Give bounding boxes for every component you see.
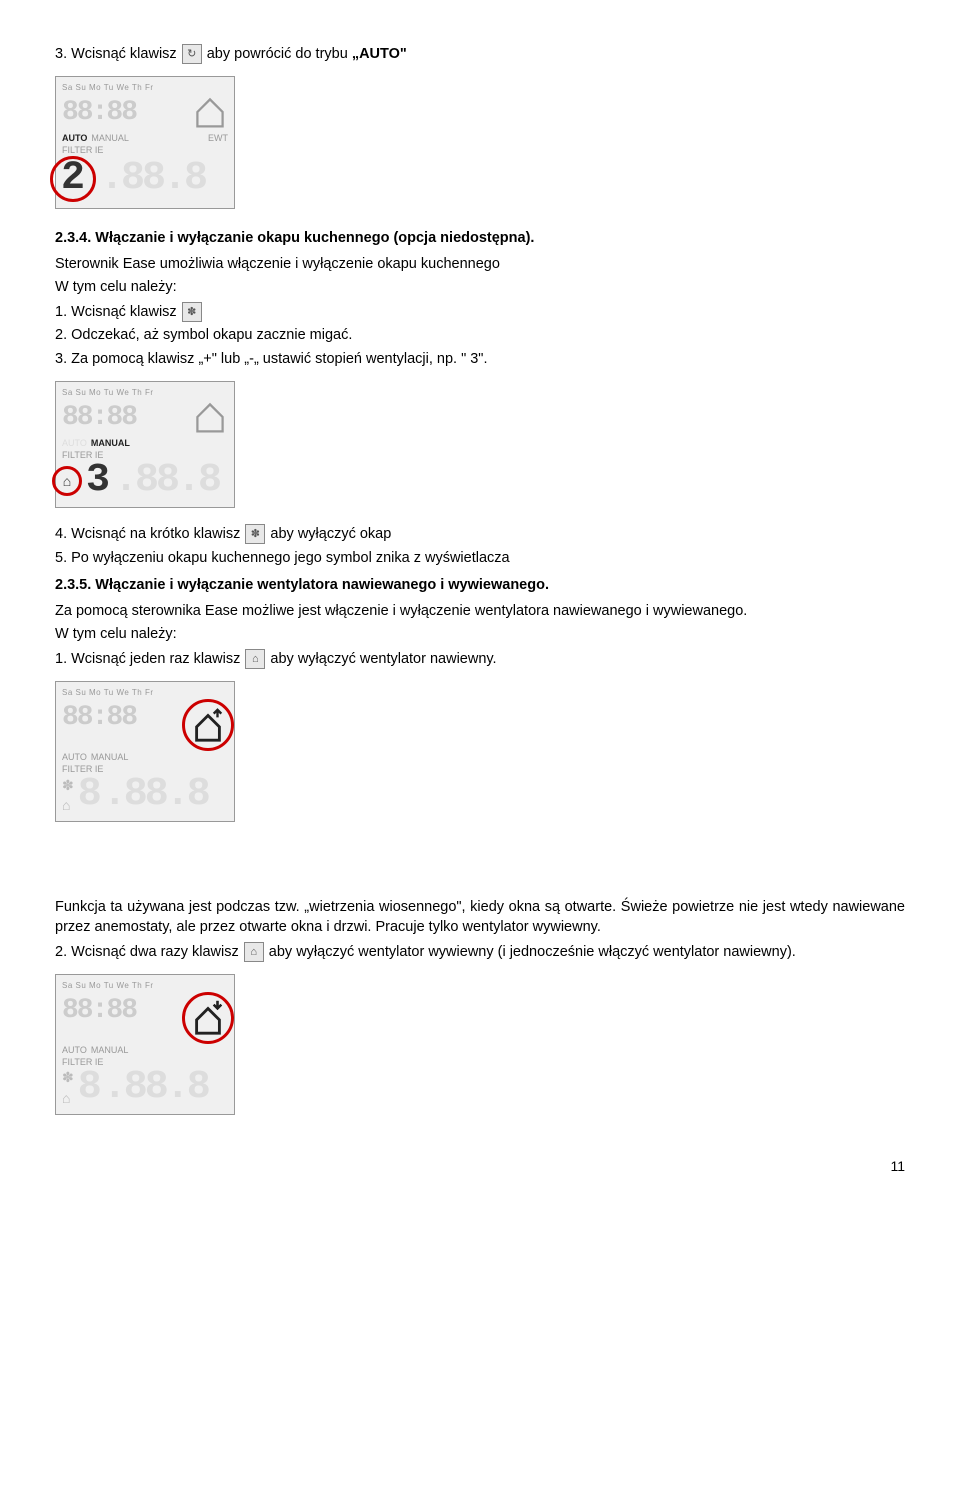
refresh-icon: ↻ <box>182 44 202 64</box>
p234-step-4: 4. Wcisnąć na krótko klawisz ✽ aby wyłąc… <box>55 524 905 544</box>
lcd-panel-4: Sa Su Mo Tu We Th Fr 88:88 AUTO MANUAL F… <box>55 974 235 1115</box>
lcd-mode-manual: MANUAL <box>91 437 130 449</box>
lcd-auto: AUTO <box>62 751 87 763</box>
p235-step-2: 2. Wcisnąć dwa razy klawisz ⌂ aby wyłącz… <box>55 942 905 962</box>
step-3-text-b: aby powrócić do trybu <box>207 46 352 62</box>
red-circle-house <box>182 699 234 751</box>
lcd-faded-1: 8 <box>78 1068 99 1108</box>
p235-step-2-b: aby wyłączyć wentylator wywiewny (i jedn… <box>269 943 796 959</box>
lcd-days: Sa Su Mo Tu We Th Fr <box>62 388 228 399</box>
p235-wcelu: W tym celu należy: <box>55 625 905 645</box>
step-3-bold: „AUTO" <box>352 46 407 62</box>
house-icon <box>192 94 228 130</box>
lcd-mode-manual: MANUAL <box>91 132 129 144</box>
section-235-title: 2.3.5. Włączanie i wyłączanie wentylator… <box>55 576 905 596</box>
lcd-big-digit: 2 <box>61 159 85 199</box>
lcd-manual: MANUAL <box>91 1044 129 1056</box>
p234-step-4-b: aby wyłączyć okap <box>270 526 391 542</box>
p234-step-1-text: 1. Wcisnąć klawisz <box>55 304 177 320</box>
lcd-time: 88:88 <box>62 992 136 1030</box>
lcd-faded: .88.8 <box>114 461 219 501</box>
lcd-time: 88:88 <box>62 699 136 737</box>
p234-intro: Sterownik Ease umożliwia włączenie i wył… <box>55 255 905 275</box>
lcd-ewt: EWT <box>208 132 228 144</box>
lcd-manual: MANUAL <box>91 751 129 763</box>
lcd-big-digit: 3 <box>86 461 110 501</box>
lcd-auto-faded: AUTO <box>62 437 87 449</box>
lcd-mode-auto: AUTO <box>62 132 87 144</box>
red-circle-highlight: 2 <box>50 156 96 202</box>
house-icon <box>192 399 228 435</box>
lcd-faded-1: 8 <box>78 775 99 815</box>
p235-step-1-a: 1. Wcisnąć jeden raz klawisz <box>55 651 240 667</box>
lcd-faded-2: .88.8 <box>103 775 208 815</box>
lcd-panel-1: Sa Su Mo Tu We Th Fr 88:88 AUTO MANUAL E… <box>55 76 235 209</box>
house-button-icon: ⌂ <box>244 942 264 962</box>
red-circle-house <box>182 992 234 1044</box>
p-funkc: Funkcja ta używana jest podczas tzw. „wi… <box>55 898 905 937</box>
house-arrow-up-icon <box>189 706 227 744</box>
house-button-icon: ⌂ <box>245 649 265 669</box>
p234-step-5: 5. Po wyłączeniu okapu kuchennego jego s… <box>55 549 905 569</box>
house-arrow-down-icon <box>189 999 227 1037</box>
lcd-days: Sa Su Mo Tu We Th Fr <box>62 981 228 992</box>
lcd-panel-3: Sa Su Mo Tu We Th Fr 88:88 AUTO MANUAL F… <box>55 681 235 822</box>
lcd-side-icons: ✽⌂ <box>62 1068 74 1108</box>
fan-icon: ✽ <box>182 302 202 322</box>
step-3-text-a: 3. Wcisnąć klawisz <box>55 46 177 62</box>
p235-step-1-b: aby wyłączyć wentylator nawiewny. <box>270 651 496 667</box>
lcd-days: Sa Su Mo Tu We Th Fr <box>62 688 228 699</box>
lcd-faded: .88.8 <box>100 159 205 199</box>
section-234-title: 2.3.4. Włączanie i wyłączanie okapu kuch… <box>55 229 905 249</box>
lcd-panel-2: Sa Su Mo Tu We Th Fr 88:88 AUTO MANUAL F… <box>55 381 235 508</box>
p234-step-1: 1. Wcisnąć klawisz ✽ <box>55 302 905 322</box>
fan-icon: ✽ <box>245 524 265 544</box>
lcd-filter: FILTER IE <box>62 144 103 156</box>
p234-step-2: 2. Odczekać, aż symbol okapu zacznie mig… <box>55 326 905 346</box>
lcd-faded-2: .88.8 <box>103 1068 208 1108</box>
lcd-side-icons: ✽⌂ <box>62 776 74 816</box>
p235-step-2-a: 2. Wcisnąć dwa razy klawisz <box>55 943 239 959</box>
p234-step-3: 3. Za pomocą klawisz „+" lub „-„ ustawić… <box>55 350 905 370</box>
lcd-time: 88:88 <box>62 94 136 132</box>
p234-step-4-a: 4. Wcisnąć na krótko klawisz <box>55 526 240 542</box>
page-number: 11 <box>55 1157 905 1176</box>
p235-step-1: 1. Wcisnąć jeden raz klawisz ⌂ aby wyłąc… <box>55 649 905 669</box>
lcd-time: 88:88 <box>62 399 136 437</box>
lcd-auto: AUTO <box>62 1044 87 1056</box>
p234-wcelu: W tym celu należy: <box>55 278 905 298</box>
step-3: 3. Wcisnąć klawisz ↻ aby powrócić do try… <box>55 44 905 64</box>
lcd-days: Sa Su Mo Tu We Th Fr <box>62 83 228 94</box>
red-circle-small: ⌂ <box>52 466 82 496</box>
p235-intro: Za pomocą sterownika Ease możliwe jest w… <box>55 602 905 622</box>
